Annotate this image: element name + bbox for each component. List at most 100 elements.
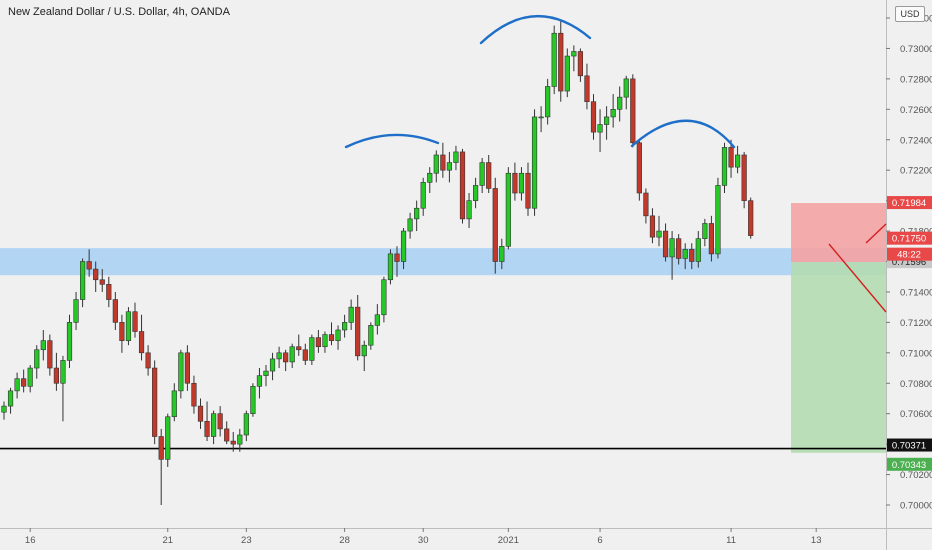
candle-body: [191, 382, 197, 407]
candle-body: [184, 352, 191, 384]
candle-body: [420, 182, 426, 209]
candle-body: [14, 378, 20, 392]
candle-body: [518, 172, 525, 194]
candle-body: [125, 311, 132, 341]
candle-body: [603, 116, 610, 125]
candle-body: [394, 253, 400, 262]
candle-body: [60, 360, 66, 384]
candle-body: [656, 230, 662, 238]
candle-body: [34, 349, 40, 369]
candle-body: [381, 279, 387, 316]
candle-body: [256, 375, 263, 387]
candle-body: [263, 370, 269, 376]
candle-body: [617, 96, 623, 110]
candle-body: [721, 147, 728, 186]
candle-body: [695, 238, 701, 262]
stop-price-badge: [887, 196, 932, 210]
candle-body: [368, 325, 374, 346]
price-tick-label: 0.72400: [900, 135, 932, 146]
candle-body: [531, 116, 538, 209]
currency-button[interactable]: USD: [895, 6, 925, 22]
last-price-badge-text: 0.71750: [892, 234, 926, 245]
candle-body: [499, 245, 505, 262]
take-profit-zone: [791, 262, 886, 453]
candle-body: [204, 420, 210, 437]
candle-body: [283, 352, 289, 363]
candle-body: [80, 261, 86, 300]
candle-body: [119, 322, 125, 341]
candle-body: [479, 162, 485, 186]
candle-body: [93, 268, 99, 281]
time-tick-label: 28: [339, 535, 350, 546]
time-tick-label: 13: [811, 535, 822, 546]
candle-body: [505, 172, 511, 247]
candle-body: [427, 172, 433, 183]
candle-body: [440, 154, 446, 171]
candle-body: [211, 413, 217, 437]
candle-body: [250, 385, 256, 414]
stop-price-badge-text: 0.71984: [892, 198, 926, 209]
candle-body: [165, 416, 171, 460]
price-tick-label: 0.70600: [900, 409, 932, 420]
candle-body: [689, 249, 695, 262]
candle-body: [584, 75, 590, 103]
candle-body: [335, 329, 341, 341]
candle-body: [171, 390, 177, 418]
candle-body: [649, 215, 656, 238]
candle-body: [302, 349, 308, 361]
candle-body: [217, 413, 223, 430]
target-price-badge: [887, 457, 932, 471]
candle-body: [132, 311, 138, 332]
candle-body: [414, 207, 420, 220]
candle-body: [459, 151, 466, 220]
candle-body: [558, 32, 564, 92]
time-tick-label: 16: [25, 535, 36, 546]
candle-body: [355, 306, 361, 357]
candle-body: [322, 334, 328, 348]
candle-body: [158, 436, 164, 460]
candle-body: [682, 249, 688, 259]
candle-body: [328, 334, 335, 341]
candle-body: [387, 253, 394, 281]
candle-body: [525, 172, 531, 209]
candle-body: [361, 344, 367, 357]
candle-body: [564, 55, 570, 92]
symbol-title: New Zealand Dollar / U.S. Dollar, 4h, OA…: [8, 6, 230, 18]
price-tick-label: 0.72200: [900, 166, 932, 177]
candle-body: [289, 346, 295, 363]
candle-body: [86, 261, 92, 270]
candle-body: [230, 440, 236, 445]
last-price-badge: [887, 231, 932, 245]
candle-body: [702, 223, 708, 239]
candle-body: [715, 185, 721, 255]
candle-body: [197, 405, 204, 422]
candle-body: [178, 352, 184, 392]
candle-body: [577, 51, 583, 77]
candle-body: [433, 154, 439, 174]
candle-body: [73, 299, 79, 323]
candle-body: [551, 32, 557, 87]
candle-body: [734, 154, 741, 168]
target-price-badge-text: 0.70343: [892, 460, 926, 471]
candle-body: [545, 86, 551, 118]
projection-line-up: [865, 223, 887, 244]
price-tick-label: 0.71000: [900, 348, 932, 359]
candle-body: [53, 367, 59, 384]
candle-body: [374, 314, 380, 326]
candle-body: [237, 434, 243, 445]
candle-body: [676, 238, 682, 259]
price-tick-label: 0.70000: [900, 501, 932, 512]
candle-body: [47, 340, 53, 369]
candle-body: [7, 390, 14, 407]
candle-body: [145, 352, 151, 369]
candle-body: [741, 154, 747, 201]
price-tick-label: 0.71400: [900, 287, 932, 298]
price-tick-label: 0.72600: [900, 105, 932, 116]
price-tick-label: 0.73000: [900, 44, 932, 55]
time-tick-label: 21: [162, 535, 173, 546]
right-shoulder-arc: [630, 119, 736, 149]
candle-body: [669, 238, 675, 258]
candle-body: [453, 151, 459, 163]
candle-body: [472, 185, 479, 201]
